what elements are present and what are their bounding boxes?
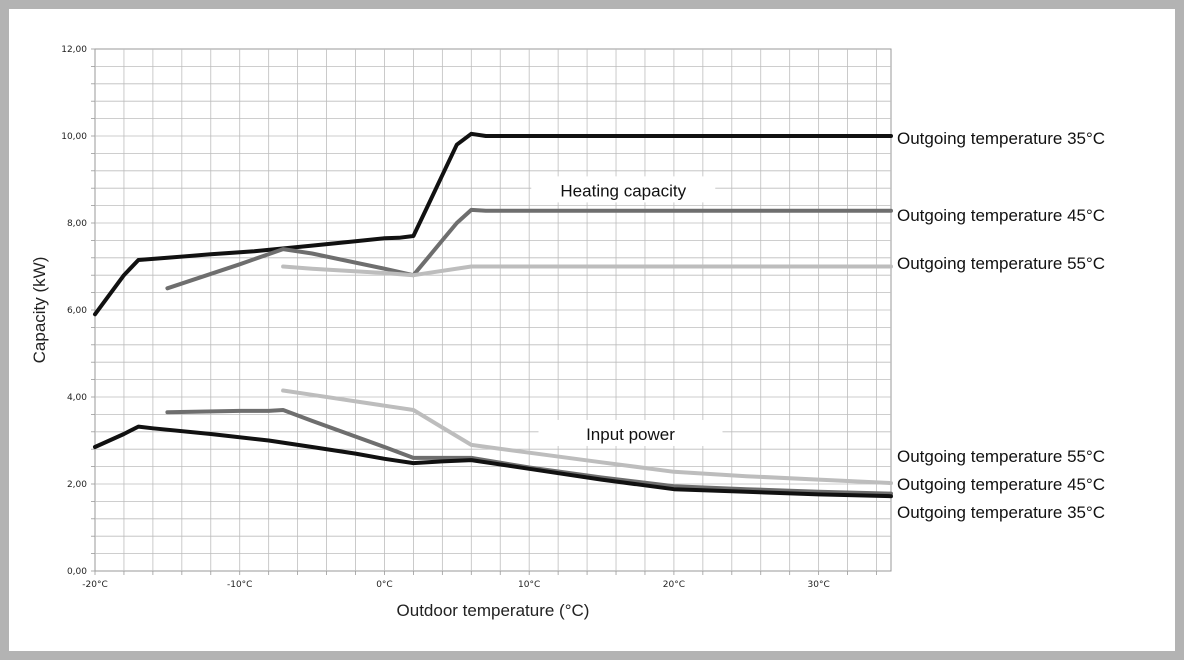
y-tick-label: 0,00 (67, 567, 87, 577)
x-tick-label: 0°C (376, 580, 393, 590)
annotation-label: Input power (586, 425, 675, 444)
y-tick-label: 10,00 (61, 132, 87, 142)
x-tick-label: 10°C (518, 580, 540, 590)
series-line-6 (93, 424, 893, 499)
x-axis-title: Outdoor temperature (°C) (397, 601, 590, 620)
end-label-3: Outgoing temperature 55°C (897, 254, 1105, 273)
series-lines (93, 131, 893, 499)
capacity-chart: 0,00 2,00 4,00 6,00 8,00 10,00 12,00 -20°C -10°C… (30, 45, 1105, 620)
tick-labels: 0,00 2,00 4,00 6,00 8,00 10,00 12,00 -20°C -10°C… (61, 45, 830, 590)
annotation-background (531, 176, 716, 203)
annotation-label: Heating capacity (560, 181, 686, 200)
grid (91, 48, 892, 575)
y-tick-label: 12,00 (61, 45, 87, 55)
series-line-5 (165, 408, 893, 496)
series-line-3 (281, 264, 893, 278)
end-label-4: Outgoing temperature 55°C (897, 447, 1105, 466)
annotation-background (538, 419, 723, 446)
end-label-1: Outgoing temperature 35°C (897, 129, 1105, 148)
y-tick-label: 4,00 (67, 393, 87, 403)
y-tick-label: 6,00 (67, 306, 87, 316)
x-tick-label: -10°C (227, 580, 252, 590)
series-end-labels: Outgoing temperature 35°C Outgoing temper… (897, 129, 1105, 522)
end-label-2: Outgoing temperature 45°C (897, 206, 1105, 225)
series-line-4 (281, 388, 893, 486)
series-line-2 (165, 207, 893, 291)
end-label-6: Outgoing temperature 35°C (897, 503, 1105, 522)
series-line-1 (93, 131, 893, 317)
x-tick-label: -20°C (82, 580, 107, 590)
y-tick-label: 2,00 (67, 480, 87, 490)
x-tick-label: 20°C (663, 580, 685, 590)
annotations: Heating capacity Input power (531, 176, 723, 446)
chart-frame: 0,00 2,00 4,00 6,00 8,00 10,00 12,00 -20°C -10°C… (9, 9, 1175, 651)
y-axis-title: Capacity (kW) (30, 257, 49, 364)
end-label-5: Outgoing temperature 45°C (897, 475, 1105, 494)
y-tick-label: 8,00 (67, 219, 87, 229)
x-tick-label: 30°C (808, 580, 830, 590)
